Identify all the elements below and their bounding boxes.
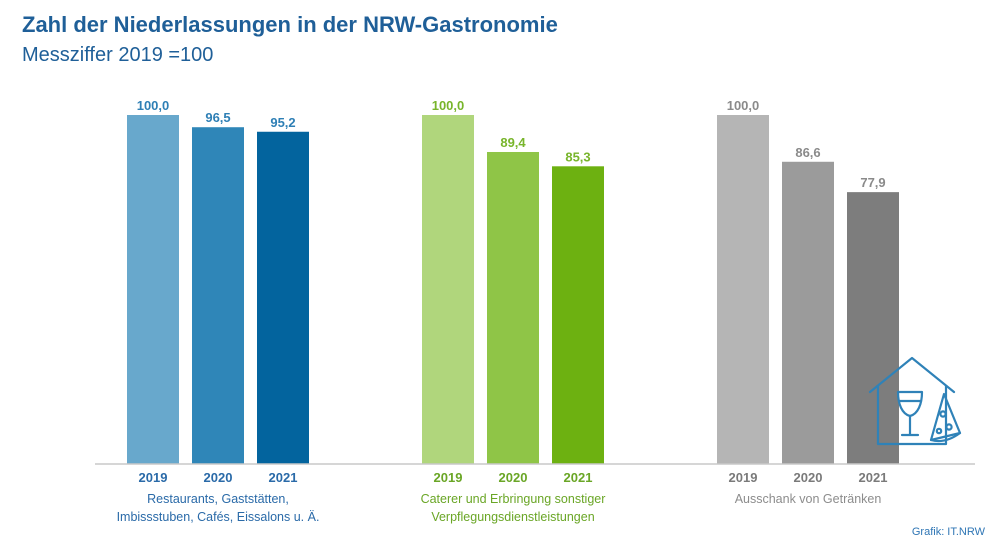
year-tick-label: 2020 — [499, 470, 528, 485]
value-label: 89,4 — [500, 135, 526, 150]
bar-g2-2019 — [422, 115, 474, 464]
year-tick-label: 2019 — [139, 470, 168, 485]
bar-g2-2021 — [552, 166, 604, 465]
category-label: Ausschank von Getränken — [735, 492, 882, 506]
value-label: 100,0 — [432, 98, 465, 113]
page-title: Zahl der Niederlassungen in der NRW-Gast… — [22, 12, 558, 37]
house-wine-pizza-icon — [868, 356, 962, 446]
year-tick-label: 2021 — [564, 470, 593, 485]
bar-g1-2019 — [127, 115, 179, 464]
year-tick-label: 2021 — [269, 470, 298, 485]
category-label: Caterer und Erbringung sonstiger — [421, 492, 606, 506]
bar-g3-2021 — [847, 192, 899, 464]
year-tick-label: 2020 — [204, 470, 233, 485]
value-label: 100,0 — [137, 98, 170, 113]
value-label: 100,0 — [727, 98, 760, 113]
year-tick-label: 2020 — [794, 470, 823, 485]
value-label: 77,9 — [860, 175, 885, 190]
value-label: 86,6 — [795, 145, 820, 160]
year-tick-label: 2019 — [729, 470, 758, 485]
category-label: Verpflegungsdienstleistungen — [431, 510, 594, 524]
year-tick-label: 2019 — [434, 470, 463, 485]
year-tick-label: 2021 — [859, 470, 888, 485]
bar-g1-2021 — [257, 131, 309, 464]
bar-g2-2020 — [487, 151, 539, 464]
value-label: 85,3 — [565, 149, 590, 164]
page-subtitle: Messziffer 2019 =100 — [22, 44, 214, 66]
bar-g3-2020 — [782, 161, 834, 465]
value-label: 96,5 — [205, 110, 230, 125]
bar-g3-2019 — [717, 115, 769, 464]
value-label: 95,2 — [270, 115, 295, 130]
bar-g1-2020 — [192, 127, 244, 464]
category-label: Imbissstuben, Cafés, Eissalons u. Ä. — [117, 510, 320, 524]
source-credit: Grafik: IT.NRW — [911, 526, 985, 538]
category-label: Restaurants, Gaststätten, — [147, 492, 289, 506]
